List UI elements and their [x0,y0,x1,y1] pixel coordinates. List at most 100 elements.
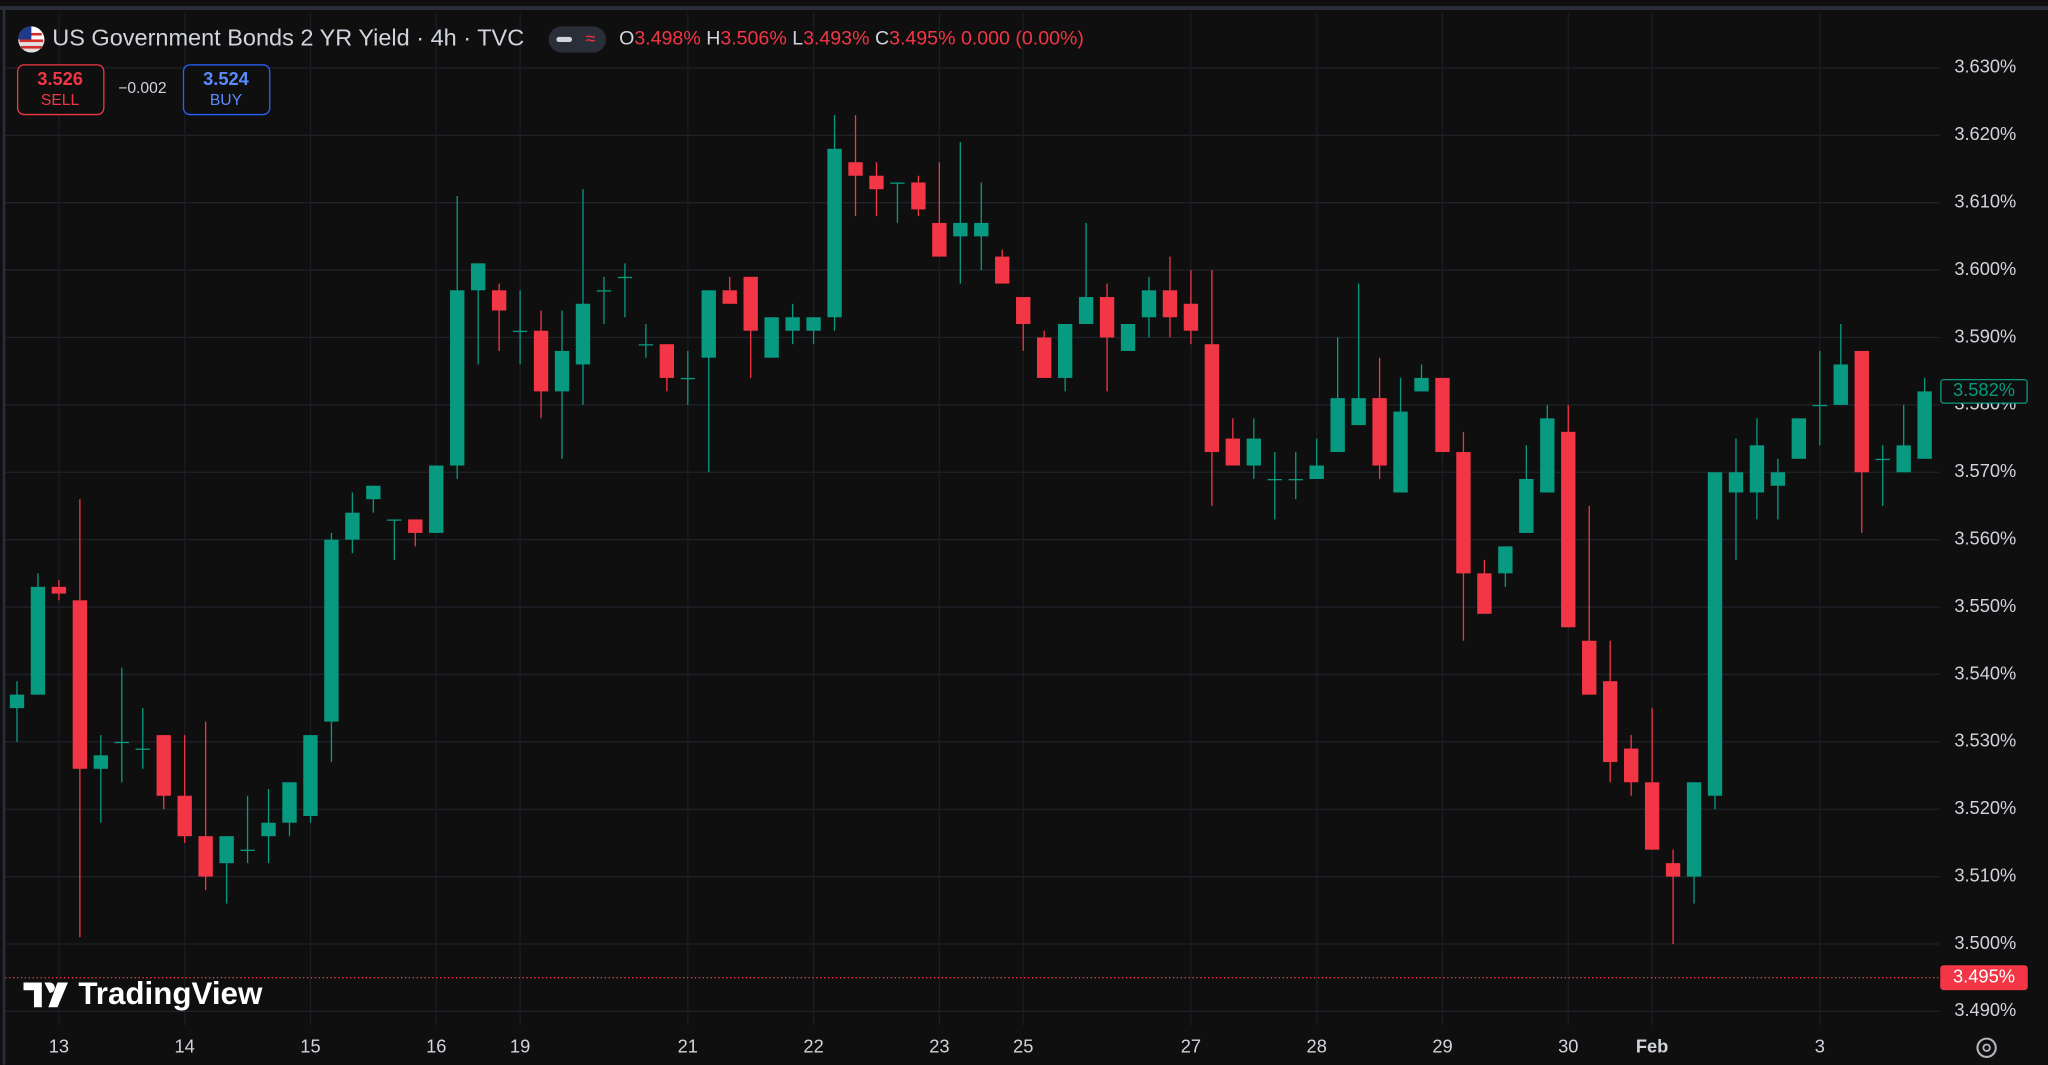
candle-body [324,539,339,722]
candle-body [1707,472,1723,796]
candle-body [114,741,129,744]
candle-body [1665,863,1681,877]
candle-body [1875,458,1890,461]
candle-body [177,795,192,837]
candle-body [1623,748,1639,783]
candle-body [764,317,779,358]
candle-body [1120,323,1136,351]
logo [23,982,68,1008]
candle-body [1267,479,1282,481]
candle-body [261,822,276,837]
candle-body [1498,546,1513,574]
y-tick-label: 3.590% [1954,325,2016,346]
candle-body [1288,479,1303,481]
candle-body [198,836,213,877]
candle-body [30,586,46,695]
y-tick-label: 3.610% [1954,191,2016,212]
candle-body [1519,479,1534,533]
candle-body [1456,452,1471,574]
candle-body [554,350,570,392]
candle-body [512,330,528,333]
buy-button[interactable] [182,64,271,116]
flag-icon [18,26,45,53]
candle-body [1749,445,1765,493]
candle-body [701,290,716,358]
sell-label: SELL [41,92,80,109]
candle-body [72,600,88,769]
candle-body [911,182,926,210]
x-tick-label: 15 [300,1036,320,1057]
candle-body [617,276,633,279]
ohlc-value: 3.493% [803,28,869,50]
candle-body [1833,364,1848,405]
candle-body [219,836,234,864]
candle-body [1330,398,1345,453]
x-tick-label: 19 [510,1036,530,1057]
candle-body [1225,438,1241,466]
x-tick-label: 29 [1432,1036,1452,1057]
candles [9,115,1932,945]
candle-body [680,377,695,380]
y-tick-label: 3.560% [1954,527,2016,548]
candle-body [408,519,423,533]
candle-body [345,512,360,540]
candle-body [387,519,402,521]
sell-price: 3.526 [37,68,83,89]
candle-body [1099,297,1115,338]
price-label: 3.582% [1953,379,2015,400]
buy-price: 3.524 [203,68,250,89]
price-label: 3.495% [1953,966,2015,987]
candle-body [596,290,612,292]
candle-body [1309,465,1324,480]
settings-icon[interactable] [1976,1037,1997,1058]
y-tick-label: 3.540% [1954,662,2016,683]
ohlc-value: 3.495% [889,28,955,50]
ohlc-key: C [875,28,889,50]
candle-body [429,465,444,533]
x-tick-label: 21 [678,1036,698,1057]
candle-body [995,256,1010,284]
candle-body [1582,640,1597,695]
candle-body [1854,350,1869,473]
candle-body [1036,337,1052,378]
candle-body [659,344,675,378]
x-tick-label: 3 [1815,1036,1825,1057]
candle-body [827,148,842,318]
candle-body [806,317,821,331]
x-tick-label: 22 [803,1036,823,1057]
candle-body [1078,297,1094,324]
overlay: US Government Bonds 2 YR Yield · 4h · TV… [5,25,2028,1058]
candle-body [533,330,549,392]
candle-body [953,222,968,237]
indicator-toggle[interactable] [548,26,607,53]
candle-body [1791,418,1807,459]
candle-body [974,222,989,237]
candle-body [1812,404,1828,407]
ohlc-key: H [706,28,720,50]
candle-body [743,276,758,331]
y-tick-label: 3.600% [1954,258,2016,279]
y-tick-label: 3.630% [1954,56,2016,77]
candle-body [1603,681,1618,763]
candle-body [1686,782,1702,877]
candle-body [1351,398,1366,426]
sell-button[interactable] [16,64,105,116]
x-tick-label: 16 [426,1036,446,1057]
candle-body [1477,573,1492,614]
spread: −0.002 [118,80,166,97]
price-label-box [1940,965,2028,991]
candle-body [1414,377,1429,392]
ohlc-legend: O3.498% H3.506% L3.493% C3.495% 0.000 (0… [619,28,1084,50]
x-tick-label: 25 [1013,1036,1033,1057]
candle-body [575,303,591,365]
candle-body [785,317,800,331]
candle-body [240,849,255,851]
candle-body [1016,297,1031,324]
candle-body [1917,391,1932,459]
candle-body [1204,344,1220,453]
candle-body [638,344,654,346]
candle-body [1246,438,1261,466]
candle-body [1162,290,1178,318]
